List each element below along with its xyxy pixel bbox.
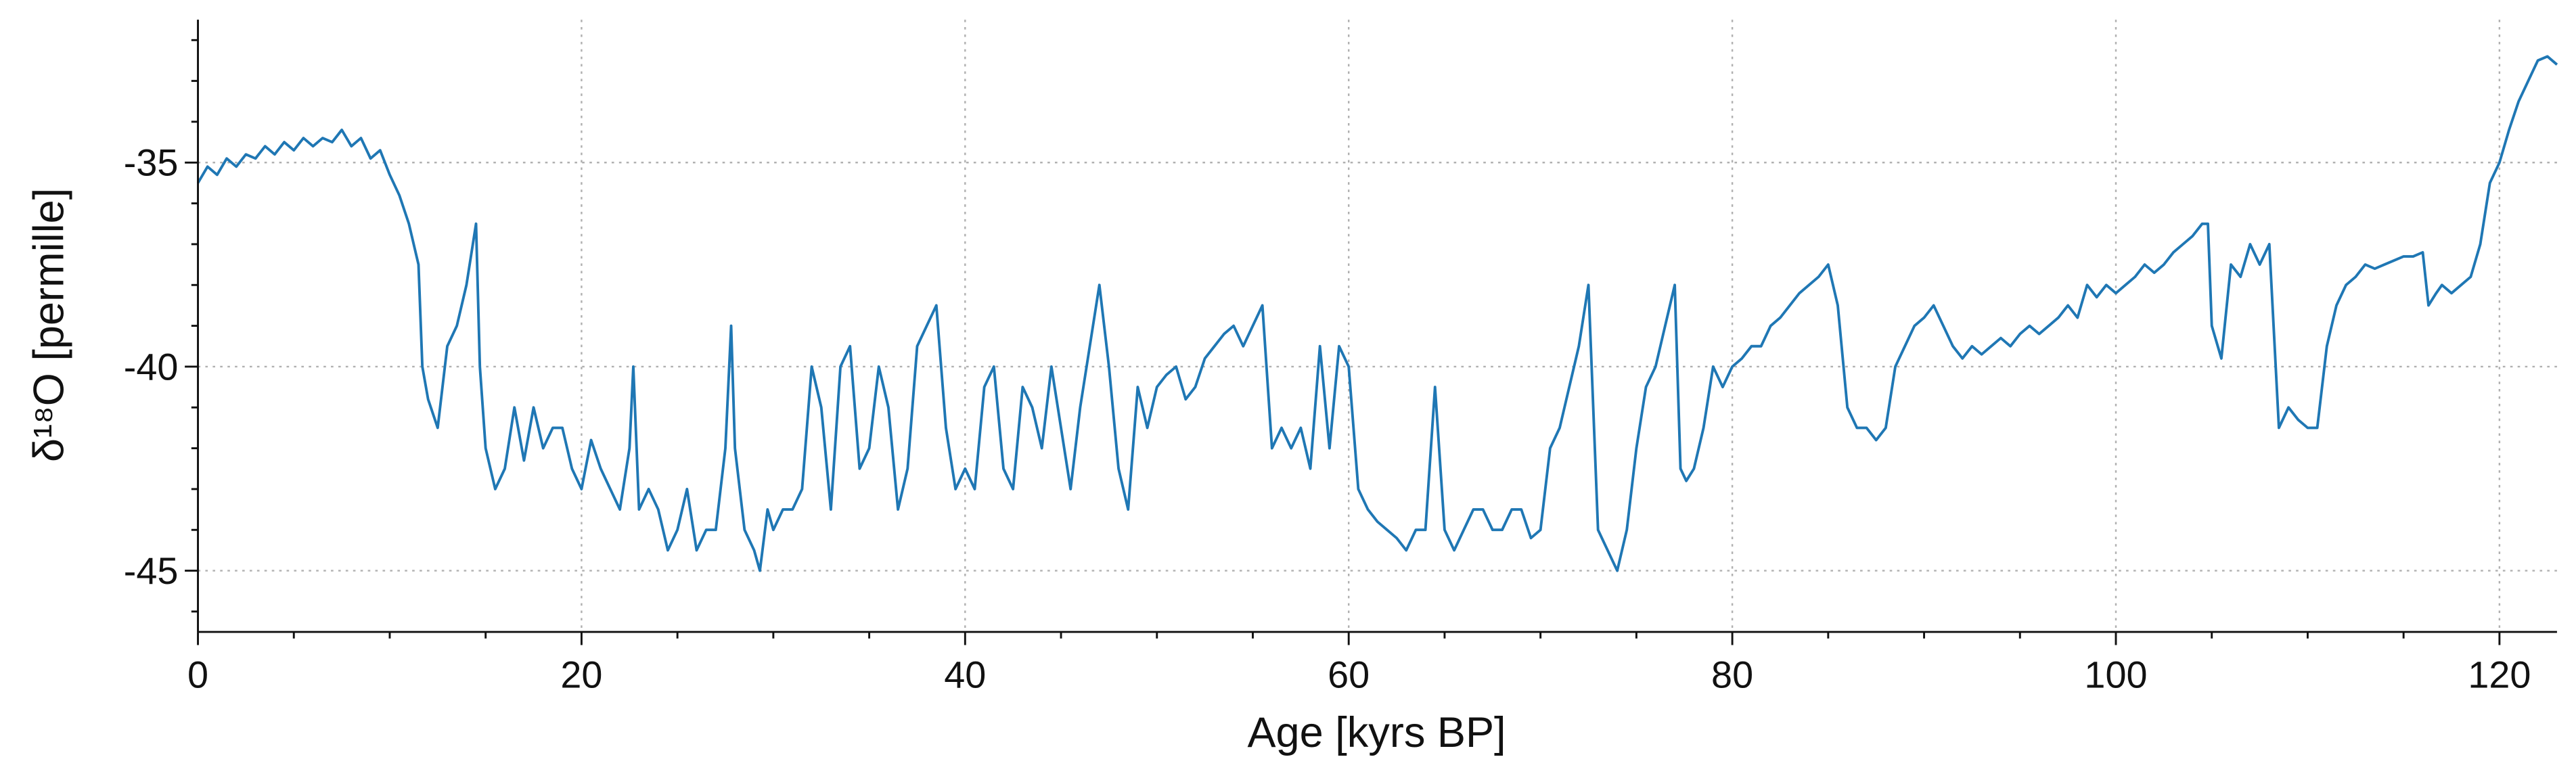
x-tick-label: 60 [1328, 654, 1370, 696]
x-tick-label: 40 [944, 654, 986, 696]
x-tick-label: 80 [1711, 654, 1753, 696]
y-tick-label: -40 [124, 345, 179, 388]
y-axis-label: δ¹⁸O [permille] [26, 188, 73, 462]
x-tick-label: 0 [187, 654, 208, 696]
x-tick-label: 100 [2084, 654, 2147, 696]
x-tick-label: 20 [560, 654, 602, 696]
y-tick-label: -45 [124, 549, 179, 592]
data-line [196, 55, 2558, 572]
x-tick-label: 120 [2468, 654, 2531, 696]
y-tick-label: -35 [124, 141, 179, 184]
x-axis-label: Age [kyrs BP] [1247, 709, 1506, 756]
